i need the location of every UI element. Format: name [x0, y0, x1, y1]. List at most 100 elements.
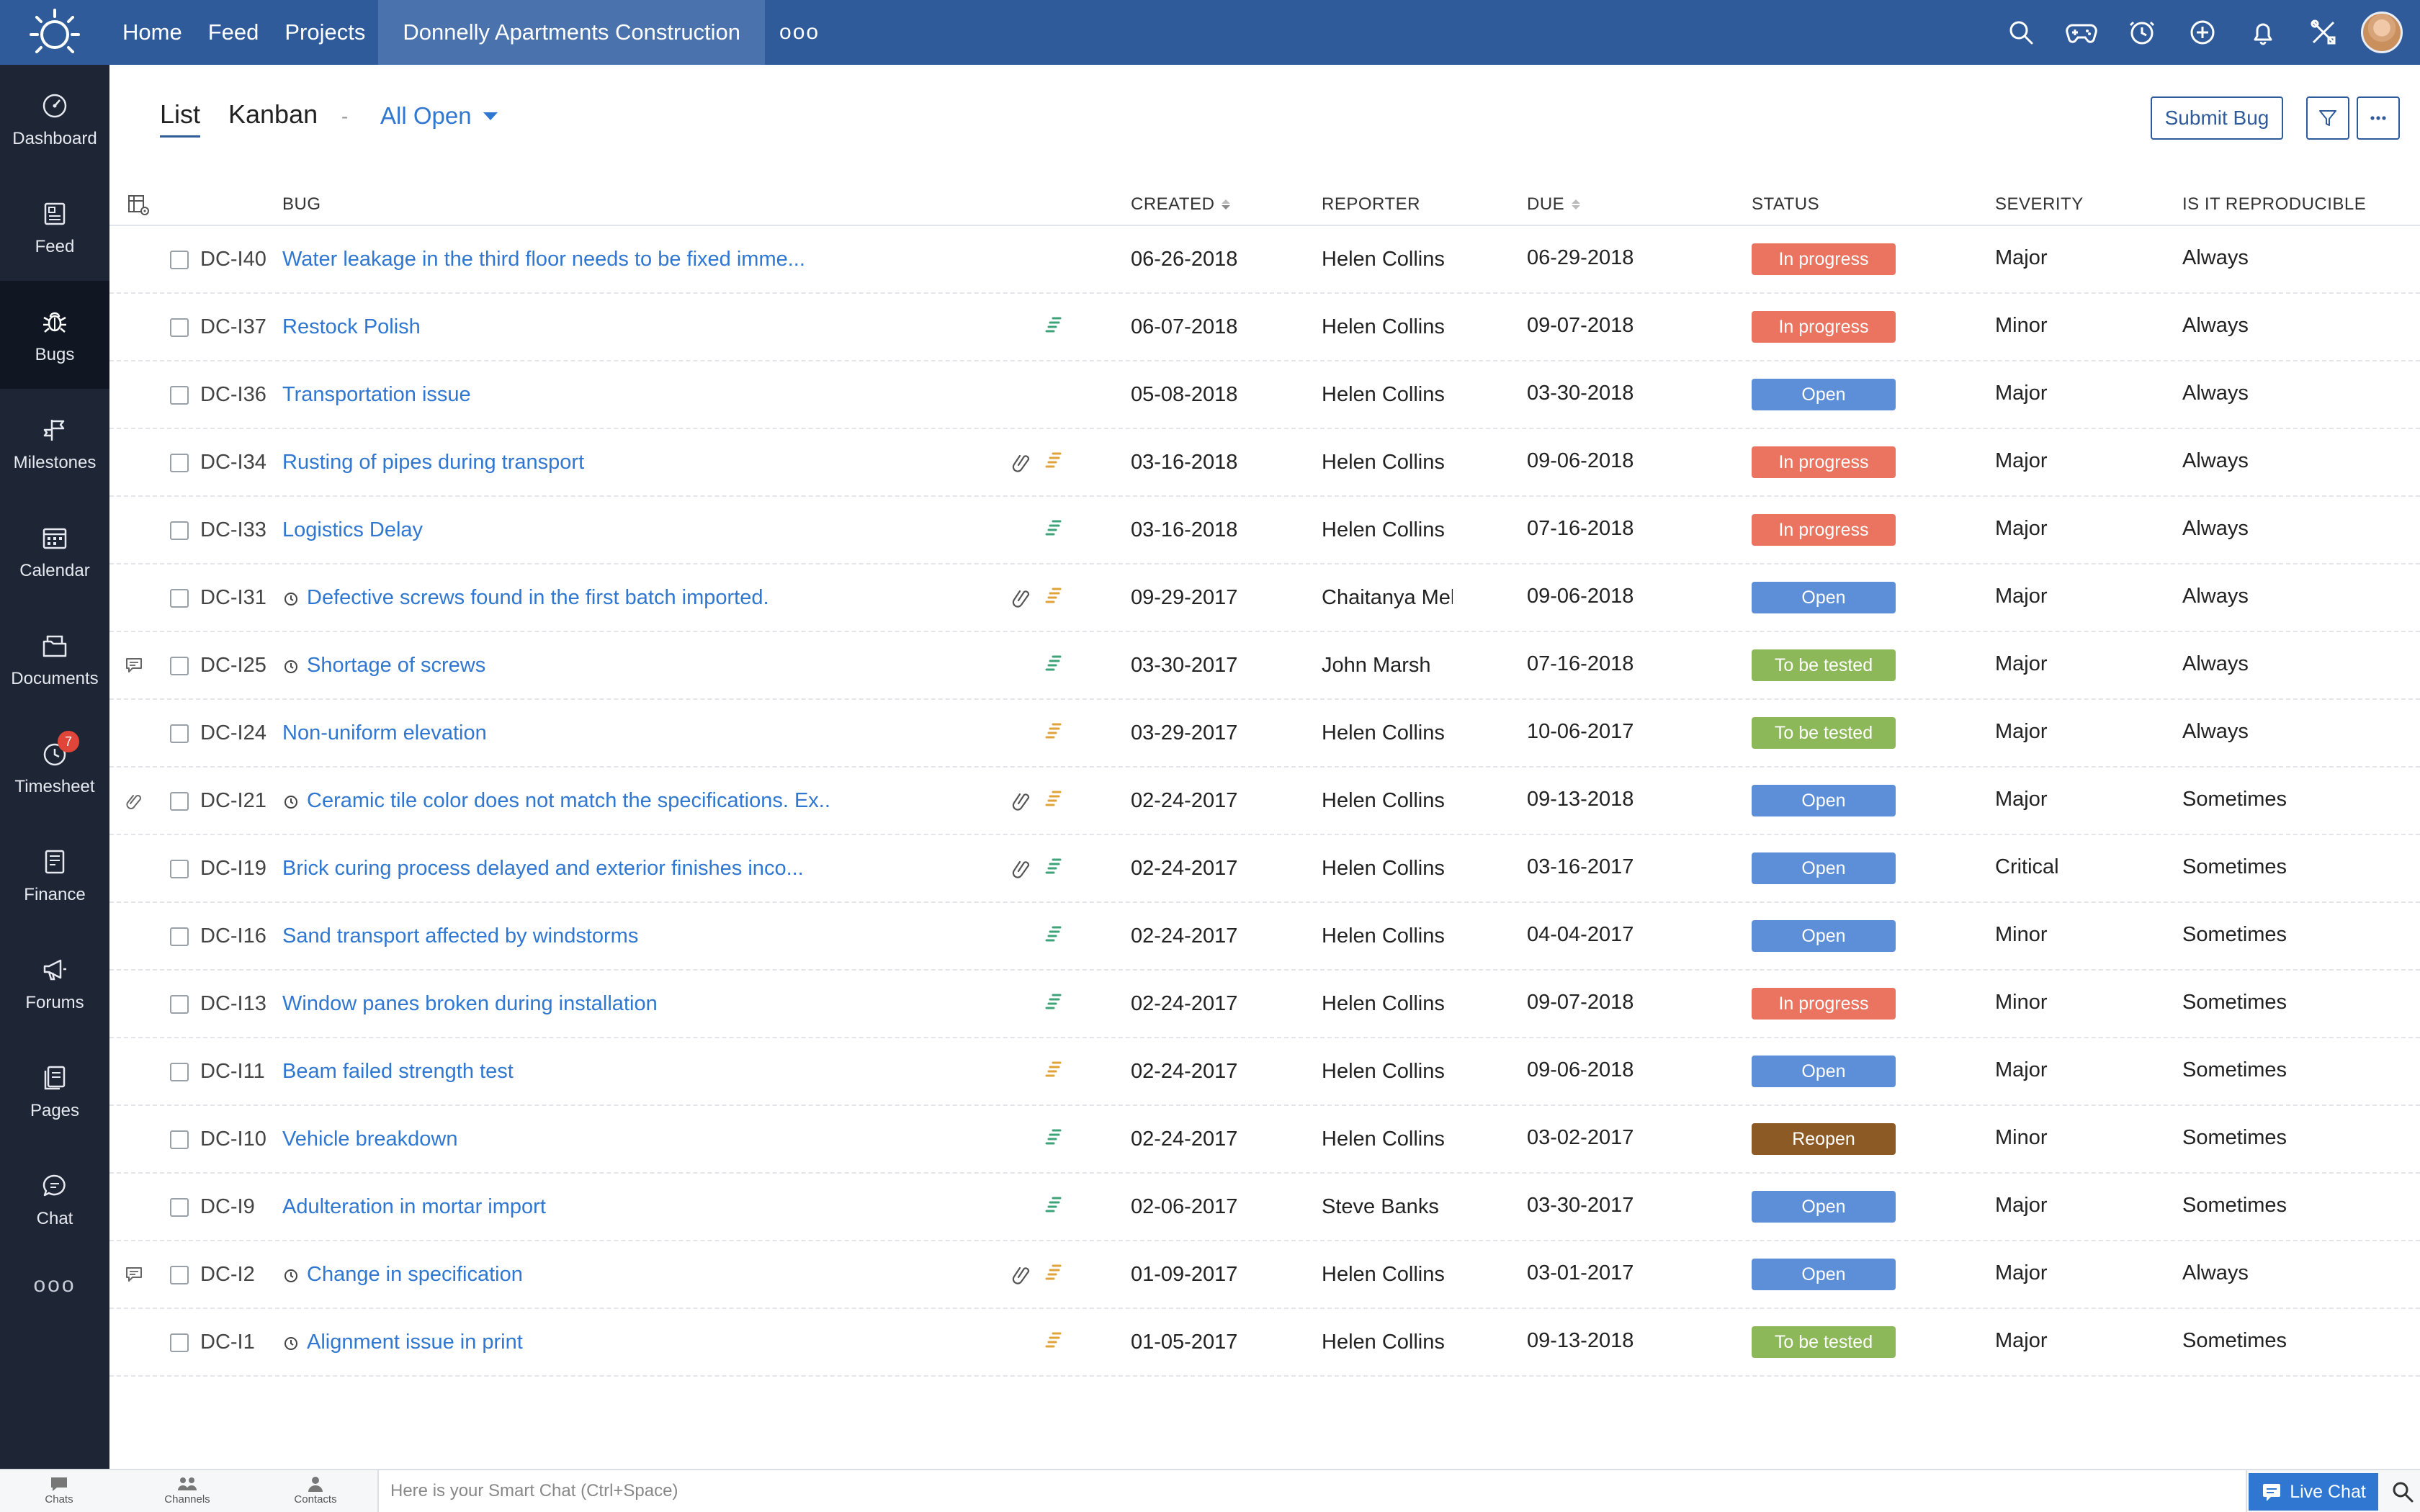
- severity-value[interactable]: Minor: [1995, 314, 2048, 337]
- severity-value[interactable]: Minor: [1995, 923, 2048, 946]
- row-checkbox[interactable]: [170, 386, 189, 405]
- row-checkbox[interactable]: [170, 792, 189, 811]
- row-checkbox[interactable]: [170, 589, 189, 608]
- severity-value[interactable]: Major: [1995, 1329, 2048, 1352]
- status-badge[interactable]: Open: [1752, 379, 1896, 410]
- severity-value[interactable]: Major: [1995, 652, 2048, 675]
- severity-value[interactable]: Minor: [1995, 991, 2048, 1014]
- severity-value[interactable]: Minor: [1995, 1126, 2048, 1149]
- sidebar-item-milestones[interactable]: Milestones: [0, 389, 109, 497]
- table-row[interactable]: DC-I40 Water leakage in the third floor n…: [109, 226, 2420, 294]
- table-row[interactable]: DC-I34 Rusting of pipes during transport 0…: [109, 429, 2420, 497]
- due-date[interactable]: 03-16-2017: [1527, 855, 1634, 878]
- sidebar-item-timesheet[interactable]: 7 Timesheet: [0, 713, 109, 821]
- status-badge[interactable]: Open: [1752, 1259, 1896, 1290]
- bug-title-link[interactable]: Alignment issue in print: [282, 1331, 523, 1354]
- header-created[interactable]: CREATED: [1131, 194, 1231, 215]
- table-row[interactable]: DC-I37 Restock Polish 06-07-2018 Helen Coll…: [109, 294, 2420, 361]
- nav-feed[interactable]: Feed: [207, 19, 259, 45]
- status-badge[interactable]: In progress: [1752, 988, 1896, 1020]
- bug-title-link[interactable]: Ceramic tile color does not match the sp…: [282, 789, 830, 813]
- contacts-button[interactable]: Contacts: [279, 1475, 351, 1506]
- due-date[interactable]: 09-06-2018: [1527, 449, 1634, 472]
- row-checkbox[interactable]: [170, 521, 189, 540]
- filter-button[interactable]: [2306, 96, 2349, 140]
- plus-circle-icon[interactable]: [2172, 0, 2233, 65]
- reporter-name[interactable]: Helen Collins: [1322, 1060, 1445, 1083]
- more-options-button[interactable]: [2357, 96, 2400, 140]
- severity-value[interactable]: Major: [1995, 720, 2048, 743]
- reproducible-value[interactable]: Always: [2182, 720, 2249, 743]
- user-avatar[interactable]: [2361, 12, 2403, 53]
- reporter-name[interactable]: Helen Collins: [1322, 1331, 1445, 1354]
- status-badge[interactable]: Open: [1752, 920, 1896, 952]
- reproducible-value[interactable]: Always: [2182, 246, 2249, 269]
- row-checkbox[interactable]: [170, 860, 189, 878]
- due-date[interactable]: 04-04-2017: [1527, 923, 1634, 946]
- reporter-name[interactable]: Helen Collins: [1322, 857, 1445, 880]
- reproducible-value[interactable]: Sometimes: [2182, 991, 2287, 1014]
- due-date[interactable]: 09-07-2018: [1527, 314, 1634, 337]
- status-badge[interactable]: In progress: [1752, 446, 1896, 478]
- severity-value[interactable]: Major: [1995, 1261, 2048, 1284]
- nav-projects[interactable]: Projects: [284, 19, 366, 45]
- status-badge[interactable]: Open: [1752, 1056, 1896, 1087]
- table-row[interactable]: DC-I31 Defective screws found in the firs…: [109, 564, 2420, 632]
- header-reporter[interactable]: REPORTER: [1322, 194, 1420, 215]
- sidebar-item-calendar[interactable]: Calendar: [0, 497, 109, 605]
- table-row[interactable]: DC-I21 Ceramic tile color does not match …: [109, 768, 2420, 835]
- tab-kanban[interactable]: Kanban: [228, 99, 318, 129]
- reporter-name[interactable]: Helen Collins: [1322, 248, 1445, 271]
- status-badge[interactable]: To be tested: [1752, 1326, 1896, 1358]
- header-severity[interactable]: SEVERITY: [1995, 194, 2084, 215]
- status-badge[interactable]: Open: [1752, 582, 1896, 613]
- reporter-name[interactable]: Helen Collins: [1322, 1263, 1445, 1286]
- severity-value[interactable]: Critical: [1995, 855, 2059, 878]
- link-icon[interactable]: [1011, 586, 1036, 613]
- submit-bug-button[interactable]: Submit Bug: [2151, 96, 2283, 140]
- due-date[interactable]: 10-06-2017: [1527, 720, 1634, 743]
- row-checkbox[interactable]: [170, 251, 189, 269]
- row-checkbox[interactable]: [170, 1333, 189, 1352]
- due-date[interactable]: 06-29-2018: [1527, 246, 1634, 269]
- reporter-name[interactable]: Helen Collins: [1322, 451, 1445, 474]
- reproducible-value[interactable]: Sometimes: [2182, 1126, 2287, 1149]
- header-reproducible[interactable]: IS IT REPRODUCIBLE: [2182, 194, 2366, 215]
- row-checkbox[interactable]: [170, 1130, 189, 1149]
- reporter-name[interactable]: Helen Collins: [1322, 789, 1445, 812]
- bug-title-link[interactable]: Window panes broken during installation: [282, 992, 658, 1016]
- due-date[interactable]: 09-07-2018: [1527, 991, 1634, 1014]
- reporter-name[interactable]: Helen Collins: [1322, 924, 1445, 948]
- reporter-name[interactable]: Helen Collins: [1322, 518, 1445, 541]
- status-badge[interactable]: In progress: [1752, 514, 1896, 546]
- bug-title-link[interactable]: Brick curing process delayed and exterio…: [282, 857, 804, 881]
- nav-home[interactable]: Home: [122, 19, 182, 45]
- nav-more-button[interactable]: ooo: [779, 20, 820, 44]
- row-checkbox[interactable]: [170, 454, 189, 472]
- live-chat-button[interactable]: Live Chat: [2249, 1473, 2378, 1511]
- nav-current-project[interactable]: Donnelly Apartments Construction: [378, 0, 766, 65]
- due-date[interactable]: 07-16-2018: [1527, 517, 1634, 540]
- severity-value[interactable]: Major: [1995, 246, 2048, 269]
- reproducible-value[interactable]: Sometimes: [2182, 855, 2287, 878]
- severity-value[interactable]: Major: [1995, 1194, 2048, 1217]
- sidebar-item-finance[interactable]: Finance: [0, 821, 109, 929]
- row-checkbox[interactable]: [170, 1266, 189, 1284]
- severity-value[interactable]: Major: [1995, 382, 2048, 405]
- link-icon[interactable]: [1011, 789, 1036, 816]
- due-date[interactable]: 09-06-2018: [1527, 585, 1634, 608]
- table-row[interactable]: DC-I36 Transportation issue 05-08-2018 Hele…: [109, 361, 2420, 429]
- link-icon[interactable]: [1011, 1263, 1036, 1290]
- search-icon[interactable]: [1991, 0, 2051, 65]
- chats-button[interactable]: Chats: [23, 1475, 95, 1506]
- status-badge[interactable]: In progress: [1752, 243, 1896, 275]
- attachment-icon[interactable]: [124, 791, 150, 816]
- bug-title-link[interactable]: Beam failed strength test: [282, 1060, 514, 1084]
- column-settings-icon[interactable]: [127, 193, 151, 221]
- link-icon[interactable]: [1011, 451, 1036, 478]
- due-date[interactable]: 03-02-2017: [1527, 1126, 1634, 1149]
- due-date[interactable]: 03-30-2018: [1527, 382, 1634, 405]
- sidebar-item-forums[interactable]: Forums: [0, 929, 109, 1037]
- app-logo[interactable]: [0, 0, 109, 65]
- due-date[interactable]: 09-06-2018: [1527, 1058, 1634, 1081]
